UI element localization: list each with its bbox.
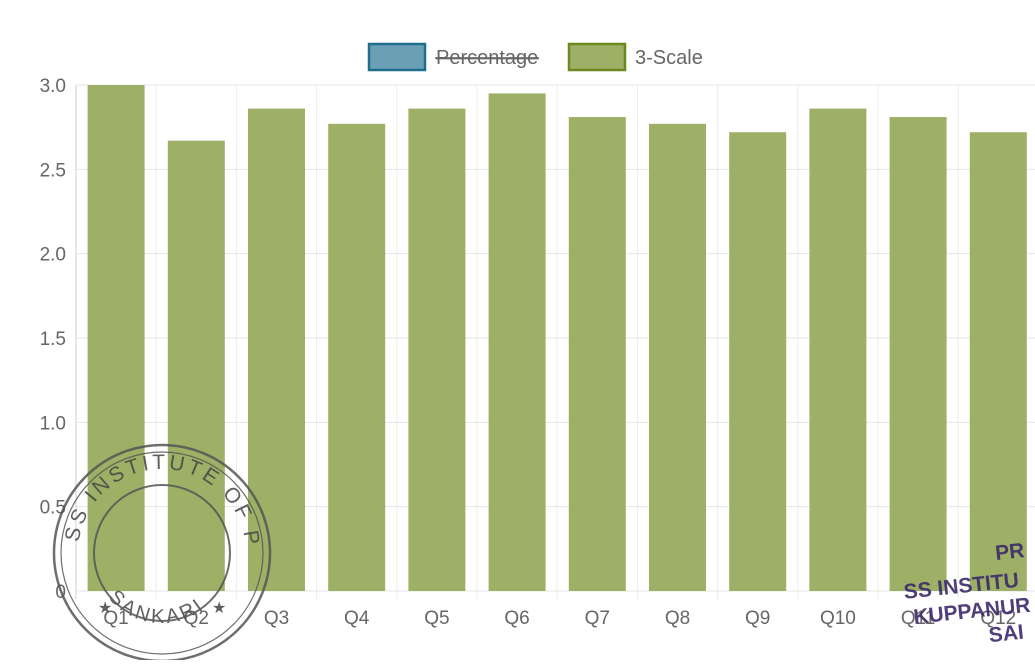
legend[interactable]: Percentage 3-Scale [367, 42, 703, 72]
x-axis: Q1 Q2 Q3 Q4 Q5 Q6 Q7 Q8 Q9 Q10 Q11 Q12 [103, 608, 1016, 629]
bar-Q12[interactable] [969, 132, 1027, 591]
y-tick-label: 3.0 [40, 76, 66, 97]
x-tick-label: Q1 [103, 608, 128, 629]
legend-item-3-scale[interactable]: 3-Scale [567, 42, 703, 72]
principal-stamp-line: PR [994, 539, 1025, 565]
x-tick-label: Q10 [820, 608, 856, 629]
bars [87, 85, 1027, 592]
bar-Q10[interactable] [809, 108, 867, 591]
principal-stamp: PR SS INSTITU KUPPANUR SAI [903, 539, 1032, 648]
legend-swatch [567, 42, 627, 72]
x-tick-label: Q8 [665, 608, 690, 629]
bar-Q7[interactable] [568, 117, 626, 592]
principal-stamp-line: SAI [988, 621, 1025, 648]
bar-Q9[interactable] [729, 132, 787, 591]
bar-Q3[interactable] [248, 108, 305, 591]
bar-Q5[interactable] [408, 108, 466, 591]
x-tick-label: Q3 [264, 608, 289, 629]
x-tick-label: Q11 [901, 608, 936, 629]
y-tick-label: 0.5 [40, 498, 66, 519]
x-tick-label: Q2 [184, 608, 209, 629]
x-tick-label: Q6 [504, 608, 529, 629]
y-axis: 3.02.52.01.51.00.50 [40, 76, 66, 603]
y-tick-label: 2.0 [40, 245, 66, 266]
bar-Q6[interactable] [488, 93, 546, 591]
bar-Q2[interactable] [167, 140, 225, 591]
bar-Q1[interactable] [87, 85, 145, 591]
svg-text:★: ★ [212, 600, 226, 617]
y-tick-label: 1.5 [40, 329, 66, 350]
bar-Q8[interactable] [649, 123, 706, 591]
x-tick-label: Q7 [585, 608, 610, 629]
svg-text:★: ★ [98, 600, 112, 617]
legend-label: 3-Scale [635, 47, 703, 69]
x-tick-label: Q12 [980, 608, 1016, 629]
y-tick-label: 1.0 [40, 413, 66, 434]
x-tick-label: Q5 [424, 608, 449, 629]
bar-Q11[interactable] [889, 117, 947, 592]
y-tick-label: 2.5 [40, 160, 66, 181]
legend-item-percentage[interactable]: Percentage [367, 42, 539, 72]
x-tick-label: Q9 [745, 608, 770, 629]
bar-Q4[interactable] [328, 123, 386, 591]
legend-swatch [367, 42, 427, 72]
x-tick-label: Q4 [344, 608, 370, 629]
grid [75, 84, 1035, 599]
